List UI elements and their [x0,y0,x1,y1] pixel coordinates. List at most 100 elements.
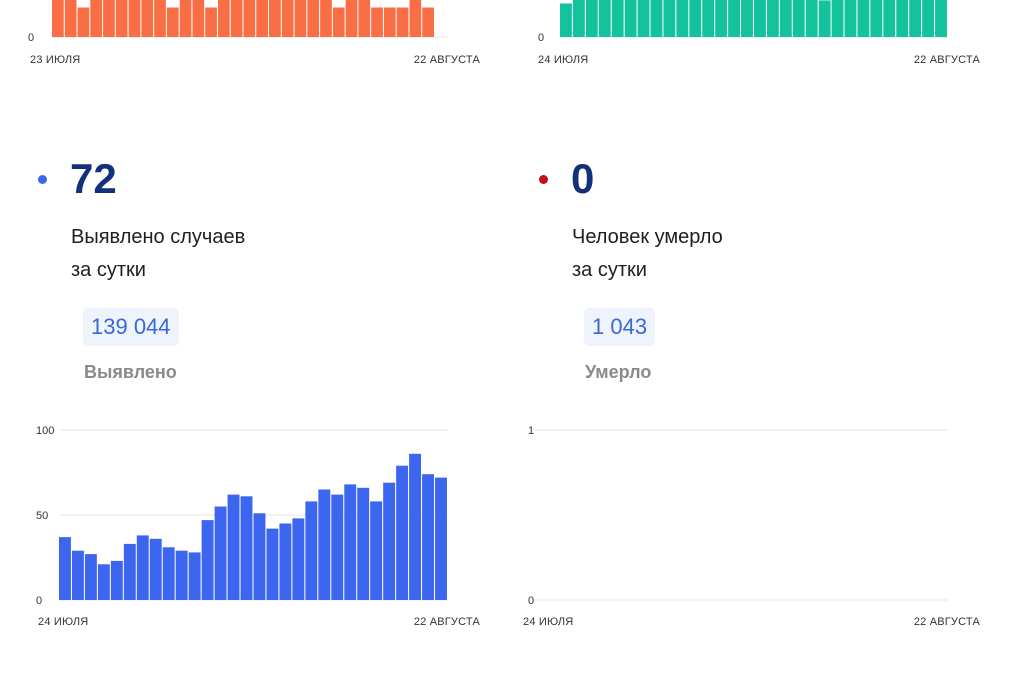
bar [409,0,422,37]
bar [676,0,689,37]
bar [292,518,305,600]
bar [115,0,128,37]
x-start-label: 24 ИЮЛЯ [38,616,88,628]
y-tick-label: 50 [36,510,48,522]
bar [192,0,205,37]
bar [345,0,358,37]
bar [383,482,396,600]
bar [922,0,935,37]
bar [97,564,110,600]
bar [396,465,409,600]
y-tick-label: 0 [28,32,34,44]
bar [59,537,71,600]
x-end-label: 22 АВГУСТА [914,54,981,66]
bar [64,0,77,37]
bar [136,535,149,600]
bar [77,7,90,37]
deaths-desc-line2: за сутки [572,259,647,281]
bar [689,0,702,37]
bar [792,0,805,37]
deaths-today-value: 0 [571,155,595,202]
cases-total-label: Выявлено [84,362,177,382]
bar [650,0,663,37]
bar [84,554,97,600]
bar [766,0,779,37]
bar [149,538,162,600]
bar [230,0,243,37]
bar [624,0,637,37]
bar [598,0,611,37]
bar [307,0,320,37]
bar [214,506,227,600]
bar [281,0,294,37]
bar [741,0,753,37]
bar [702,0,715,37]
bar [831,0,844,38]
chart-green: 0 24 ИЮЛЯ 22 АВГУСТА [538,0,981,66]
bar [844,0,857,37]
bar [253,513,266,600]
cases-total-badge: 139 044 [83,308,179,346]
bar [754,0,766,37]
bar [870,0,883,37]
y-tick-label: 100 [36,425,54,437]
bar [663,0,676,37]
bar [396,7,409,37]
bar [357,487,370,600]
bar [188,552,201,600]
bar [128,0,141,37]
bar [320,0,332,37]
bar [358,0,371,37]
bar [240,496,253,600]
bar [896,0,909,37]
deaths-desc-line1: Человек умерло [572,226,723,248]
deaths-total-badge: 1 043 [584,308,656,346]
bar [422,7,434,37]
bar [435,477,447,600]
bar [227,494,240,600]
bar [103,0,115,37]
x-end-label: 22 АВГУСТА [414,54,481,66]
bar [805,0,818,38]
x-end-label: 22 АВГУСТА [914,616,981,628]
bar [371,7,383,37]
bar [71,550,84,600]
red-dot-icon [539,175,548,184]
bar [279,523,292,600]
cases-today-value: 72 [70,155,117,202]
bar [585,0,598,37]
bar [383,7,396,37]
chart-cases: 0 50 100 24 ИЮЛЯ 22 АВГУСТА [36,425,481,628]
y-tick-label: 0 [538,32,544,44]
y-tick-label: 1 [528,425,534,437]
y-tick-label: 0 [36,595,42,607]
bar [409,453,422,600]
x-start-label: 24 ИЮЛЯ [523,616,573,628]
blue-dot-icon [38,175,47,184]
x-start-label: 23 ИЮЛЯ [30,54,80,66]
x-end-label: 22 АВГУСТА [414,616,481,628]
cases-desc-line1: Выявлено случаев [71,226,246,248]
deaths-total-label: Умерло [585,362,652,382]
bar [935,0,947,37]
bar [560,3,572,37]
bar [256,0,269,37]
bar [154,0,166,37]
bar [818,0,831,37]
bar [637,0,650,37]
bar [166,7,179,37]
bar [883,0,896,37]
bar [266,528,279,600]
bar [205,7,217,37]
x-start-label: 24 ИЮЛЯ [538,54,588,66]
bar [332,7,345,37]
bar [179,0,192,37]
bar [52,0,64,37]
bar [201,520,214,600]
y-tick-label: 0 [528,595,534,607]
bar [318,489,331,600]
bar [857,0,870,37]
bar [90,0,103,37]
bar [175,550,188,600]
chart-orange: 0 23 ИЮЛЯ 22 АВГУСТА [28,0,481,66]
